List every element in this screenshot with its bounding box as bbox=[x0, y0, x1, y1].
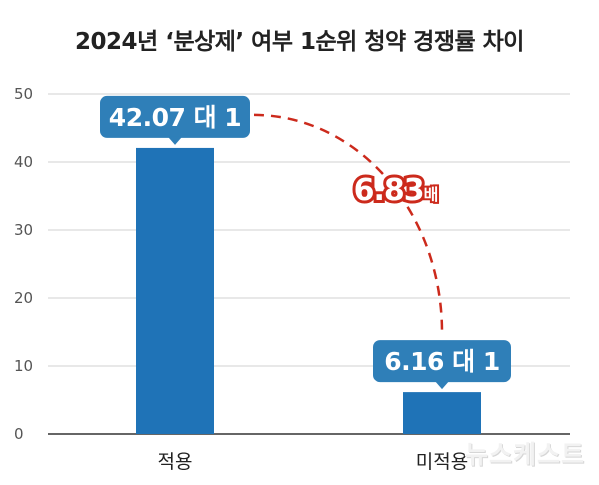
callout-pointer bbox=[168, 136, 182, 145]
callout-box bbox=[373, 340, 511, 383]
data-label: 42.07 대 1 bbox=[109, 103, 241, 132]
y-axis: 0 10 20 30 40 50 bbox=[14, 85, 570, 443]
callout-box bbox=[100, 95, 250, 138]
y-tick-label: 40 bbox=[14, 153, 33, 171]
watermark-logo: 뉴스케스트 bbox=[464, 440, 585, 469]
bar bbox=[136, 147, 214, 434]
value-callout: 6.16 대 1 bbox=[373, 340, 511, 390]
value-callout: 42.07 대 1 bbox=[100, 95, 250, 145]
value-callouts: 42.07 대 1 6.16 대 1 bbox=[100, 95, 511, 390]
category-label: 적용 bbox=[158, 451, 193, 473]
y-tick-label: 30 bbox=[14, 221, 33, 239]
y-tick-label: 10 bbox=[14, 357, 33, 375]
bar bbox=[403, 392, 481, 434]
bars bbox=[136, 147, 481, 434]
dashed-arc bbox=[253, 113, 444, 333]
ratio-value: 6.83 bbox=[354, 173, 424, 208]
ratio-arrow: 6.83배 bbox=[253, 113, 444, 333]
data-label: 6.16 대 1 bbox=[384, 347, 500, 376]
y-tick-label: 20 bbox=[14, 289, 33, 307]
callout-pointer bbox=[435, 381, 449, 390]
x-axis: 적용 미적용 bbox=[158, 451, 469, 473]
category-label: 미적용 bbox=[416, 451, 468, 473]
ratio-annotation: 6.83배 bbox=[354, 173, 439, 208]
y-tick-label: 0 bbox=[14, 425, 24, 443]
y-tick-label: 50 bbox=[14, 85, 33, 103]
ratio-unit: 배 bbox=[424, 185, 439, 204]
chart-title: 2024년 ‘분상제’ 여부 1순위 청약 경쟁률 차이 bbox=[75, 29, 524, 55]
